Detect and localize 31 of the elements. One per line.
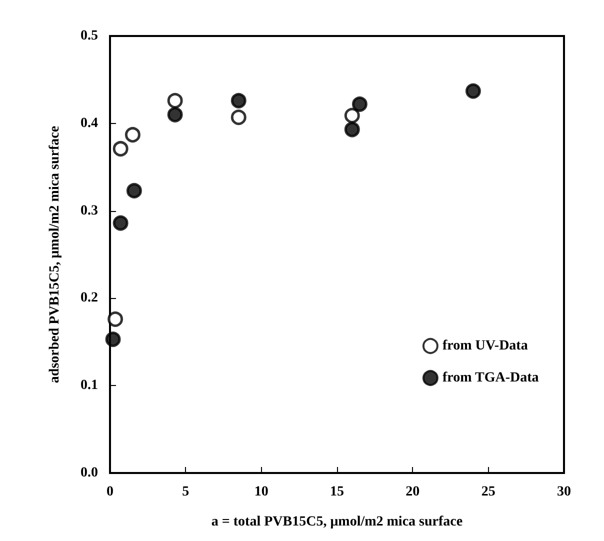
point	[230, 110, 246, 126]
x-tick-label: 5	[182, 484, 190, 500]
x-tick-label: 10	[254, 484, 268, 500]
y-tick-label: 0.3	[80, 203, 98, 218]
y-tick-label: 0.0	[80, 466, 98, 480]
x-tick-label: 25	[481, 484, 496, 500]
point	[352, 96, 368, 112]
x-axis-title: a = total PVB15C5, μmol/m2 mica surface	[211, 514, 463, 530]
point	[465, 83, 481, 99]
y-axis-title: adsorbed PVB15C5, μmol/m2 mica surface	[48, 126, 62, 384]
x-tick-label: 15	[330, 484, 344, 500]
y-tick-label: 0.1	[80, 378, 98, 394]
point	[112, 215, 128, 231]
point	[124, 127, 140, 143]
x-tick-label: 0	[106, 484, 114, 500]
point	[126, 182, 142, 198]
x-tick-label: 20	[406, 484, 420, 500]
x-tick-label: 30	[557, 484, 571, 500]
legend-label: from TGA-Data	[442, 370, 539, 386]
point	[167, 106, 183, 122]
point	[167, 92, 183, 108]
point	[105, 332, 121, 348]
legend-label: from UV-Data	[442, 338, 528, 354]
point	[344, 108, 360, 124]
y-tick-label: 0.5	[80, 28, 98, 44]
point	[344, 122, 360, 138]
y-tick-label: 0.4	[80, 116, 98, 131]
y-tick-label: 0.2	[80, 290, 98, 306]
point	[230, 92, 246, 108]
point	[108, 311, 124, 327]
point	[112, 141, 128, 156]
